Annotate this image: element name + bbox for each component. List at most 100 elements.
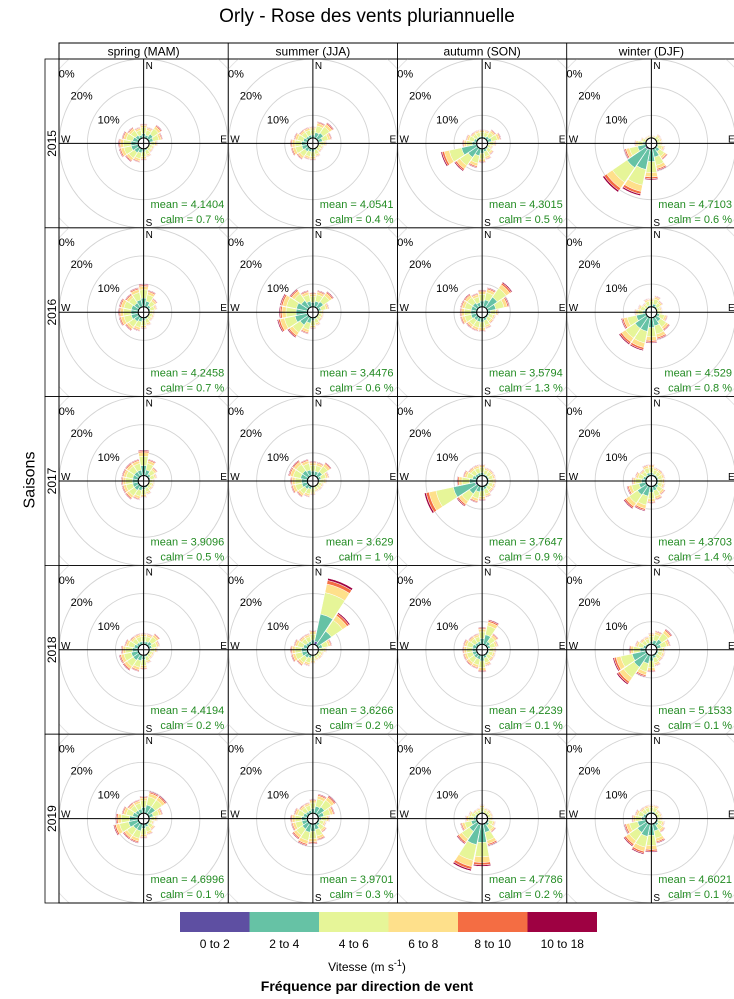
radial-tick-label: 20% [578,90,600,102]
compass-n: N [484,61,491,72]
rose-wedge [623,836,634,847]
rose-wedge [643,635,649,639]
rose-wedge [662,821,666,827]
rose-wedge [118,316,124,327]
rose-wedge [468,810,472,817]
rose-wedge [127,802,134,809]
rose-wedge [490,145,494,150]
radial-tick-label: 10% [267,452,289,464]
rose-wedge [640,136,643,142]
rose-wedge [471,292,479,297]
compass-e: E [559,810,566,821]
compass-n: N [653,567,660,578]
rose-wedge [497,132,502,140]
rose-wedge [655,630,663,635]
rose-wedge [132,496,140,501]
rose-wedge [113,824,119,836]
rose-wedge [327,577,354,591]
radial-tick-label: 30% [391,406,413,418]
rose-panel: N E S W 10% 20% 30% mean = 4.1404 calm = 0.7 % [58,58,229,229]
legend-label: 8 to 10 [474,937,511,951]
rose-panel: N E S W 10% 20% 30% mean = 4.2458 calm = 0.7 % [58,227,229,398]
rose-wedge [337,612,351,626]
rose-wedge [657,133,662,138]
rose-wedge [616,672,629,685]
rose-wedge [634,471,639,478]
compass-e: E [728,303,734,314]
mean-label: mean = 4.4194 [151,705,225,717]
mean-label: mean = 4.6021 [658,874,732,886]
season-label: winter (DJF) [618,45,684,59]
compass-s: S [146,555,153,566]
rose-wedge [658,300,664,305]
rose-panel: N E S W 10% 20% 30% mean = 4.7103 calm = 0.6 % [566,58,734,229]
rose-wedge [146,831,154,836]
rose-wedge [492,633,499,640]
radial-tick-label: 30% [222,237,244,249]
rose-wedge [297,841,308,847]
rose-wedge [326,302,330,310]
compass-w: W [230,134,240,145]
radial-tick-label: 30% [560,237,582,249]
rose-wedge [654,663,661,667]
rose-wedge [296,660,303,667]
rose-wedge [152,145,155,150]
rose-wedge [326,471,330,478]
rose-wedge [314,489,320,493]
rose-wedge [321,314,325,319]
rose-panel: N E S W 10% 20% 30% mean = 3.7647 calm = 0.9 % [391,396,568,566]
radial-tick-label: 30% [391,744,413,756]
rose-panel: N E S W 10% 20% 30% mean = 4.4194 calm = 0.2 % [53,565,229,735]
rose-wedge [317,793,328,799]
compass-e: E [728,641,734,652]
compass-e: E [559,641,566,652]
rose-wedge [635,672,647,678]
radial-tick-label: 30% [53,575,75,587]
rose-wedge [456,835,466,845]
radial-tick-label: 20% [71,597,93,609]
radial-tick-label: 30% [222,744,244,756]
compass-n: N [653,61,660,72]
rose-wedge [641,302,646,307]
rose-wedge [132,327,140,332]
rose-wedge [303,494,310,498]
compass-s: S [315,387,322,398]
rose-wedge [293,132,298,140]
rose-wedge [626,485,632,496]
year-label: 2017 [45,467,59,494]
mean-label: mean = 3.629 [326,536,394,548]
radial-tick-label: 30% [560,744,582,756]
rose-wedge [475,807,481,810]
rose-wedge [493,821,497,827]
rose-wedge [303,156,310,161]
rose-wedge [658,469,664,474]
compass-e: E [559,303,566,314]
radial-tick-label: 10% [98,283,120,295]
radial-tick-label: 10% [98,452,120,464]
rose-wedge [653,466,660,470]
legend-swatch [319,912,389,932]
compass-s: S [484,555,491,566]
compass-w: W [400,641,410,652]
season-label: spring (MAM) [108,45,180,59]
rose-wedge [330,805,336,815]
rose-wedge [465,660,472,667]
compass-w: W [569,303,579,314]
rose-wedge [643,298,649,302]
compass-n: N [146,61,153,72]
rose-panel: N E S W 10% 20% 30% mean = 3.629 calm = 1 % [227,396,398,566]
rose-wedge [323,821,327,827]
compass-w: W [400,810,410,821]
rose-wedge [488,619,500,625]
rose-wedge [459,822,465,832]
rose-panel: N E S W 10% 20% 30% mean = 4.529 calm = 0.8 % [560,227,734,398]
rose-wedge [146,632,154,637]
mean-label: mean = 4.2239 [489,705,563,717]
rose-wedge [472,808,477,813]
rose-wedge [152,482,155,488]
rose-wedge [318,486,323,491]
legend-label: 10 to 18 [541,937,585,951]
legend-swatch [180,912,250,932]
compass-w: W [569,472,579,483]
